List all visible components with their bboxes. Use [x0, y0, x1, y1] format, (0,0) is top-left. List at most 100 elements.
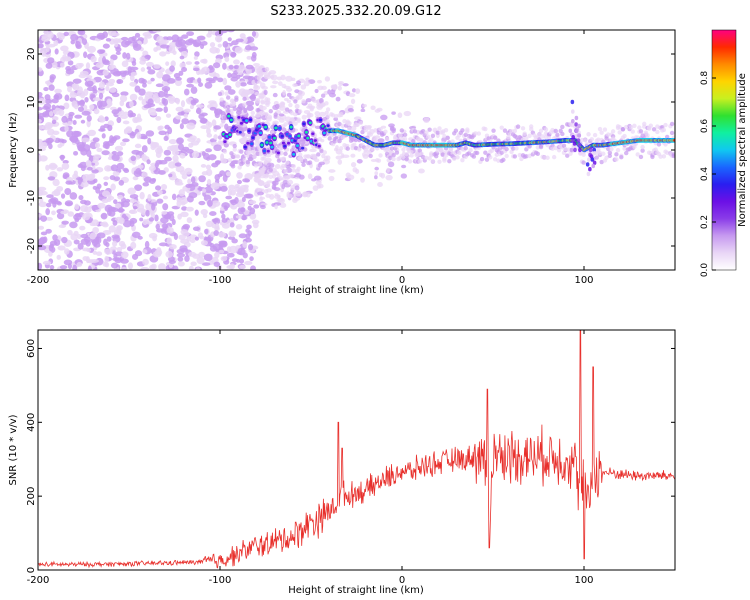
spectrogram-cell: [190, 86, 198, 94]
spectrogram-cell: [39, 197, 44, 203]
spectrogram-cell: [73, 170, 78, 177]
spectrogram-cell: [166, 77, 176, 84]
spectrogram-cell: [591, 163, 596, 169]
spectrogram-cell: [294, 185, 300, 191]
spectrogram-cell: [250, 94, 256, 102]
spectrogram-cell: [213, 134, 218, 140]
spectrogram-cell: [146, 66, 152, 70]
spectrogram-cell: [284, 116, 292, 123]
spectrogram-cell: [244, 260, 253, 266]
spectrogram-cell: [185, 206, 194, 212]
spectrogram-cell: [305, 77, 310, 82]
snr-y-tick-label: 200: [26, 487, 37, 506]
spectrogram-cell: [132, 176, 139, 181]
spectrogram-cell: [360, 177, 365, 183]
spectrogram-cell: [294, 103, 300, 109]
spectrogram-cell: [355, 122, 360, 127]
spectrogram-cell: [52, 178, 60, 187]
spectrogram-cell: [179, 152, 186, 159]
spectrogram-cell: [285, 75, 293, 82]
snr-x-tick-label: 100: [574, 575, 593, 586]
spectrogram-cell: [239, 264, 246, 270]
spectrogram-cell: [296, 80, 301, 85]
spectrogram-cell: [259, 104, 264, 110]
spectrogram-cell: [44, 94, 51, 101]
spectrogram-cell: [520, 126, 526, 131]
spectrogram-cell: [77, 106, 84, 112]
spectrogram-cell: [298, 152, 303, 158]
spectrogram-cell: [295, 144, 300, 148]
spectrogram-cell: [181, 118, 189, 125]
spectrogram-cell: [234, 196, 239, 204]
spectrogram-cell: [60, 62, 65, 68]
spectrogram-cell: [435, 130, 441, 135]
spectrogram-cell: [271, 174, 277, 179]
spectrogram-cell: [274, 164, 281, 170]
spectrogram-cell: [92, 137, 100, 143]
spectrogram-cell: [134, 250, 143, 257]
spectrogram-cell: [592, 132, 598, 138]
spectrogram-cell: [238, 64, 245, 72]
spectrogram-cell: [538, 128, 544, 134]
spectrogram-cell: [282, 90, 286, 96]
spectrogram-cell: [328, 175, 335, 181]
spectrogram-cell: [242, 96, 247, 102]
spectrogram-cell: [275, 103, 280, 109]
spectrogram-cell: [189, 239, 196, 244]
spectrogram-cell: [47, 57, 55, 64]
spectrogram-cell: [228, 184, 236, 190]
spectrogram-cell: [196, 257, 205, 265]
spectrogram-cell: [213, 230, 220, 237]
spectrogram-cell: [64, 125, 69, 132]
spectrogram-cell: [229, 102, 234, 108]
spectrogram-cell: [125, 198, 131, 203]
spectrogram-cell: [48, 84, 55, 91]
spectrogram-cell: [374, 171, 379, 176]
spectrogram-cell: [155, 83, 164, 88]
spectrogram-cell: [142, 50, 149, 57]
spectrogram-cell: [576, 138, 581, 143]
spectrogram-cell: [448, 146, 454, 152]
spectrogram-cell: [597, 126, 603, 132]
spectrogram-cell: [198, 251, 206, 258]
spectrogram-cell: [235, 110, 242, 115]
spectrogram-cell: [227, 158, 233, 163]
spectrogram-cell: [283, 151, 288, 157]
spectrogram-cell: [574, 115, 579, 121]
spectrogram-cell: [152, 251, 162, 258]
spectrogram-cell: [75, 139, 80, 145]
spectrogram-cell: [604, 155, 609, 160]
spectrogram-cell: [112, 219, 118, 226]
spectrogram-cell: [337, 121, 342, 127]
spectrogram-cell: [262, 181, 271, 188]
spectrogram-cell: [322, 116, 328, 122]
spectrogram-cell: [178, 189, 185, 197]
spectrogram-cell: [239, 121, 244, 125]
spectrogram-cell: [217, 43, 222, 48]
spectrogram-cell: [165, 113, 172, 118]
spectrogram-cell: [264, 173, 270, 178]
spectrogram-cell: [347, 126, 352, 132]
spectrogram-cell: [98, 128, 106, 132]
spectrogram-cell: [260, 204, 266, 210]
spectrogram-cell: [235, 154, 241, 159]
spectrogram-cell: [209, 242, 215, 248]
spectrogram-x-axis: -200 -100 0 100: [27, 30, 594, 286]
spectrogram-cell: [609, 146, 614, 152]
spectrogram-cell: [290, 184, 296, 191]
spectrogram-cell: [229, 263, 235, 270]
spectrogram-cell: [108, 78, 116, 84]
spectrogram-cell: [61, 162, 70, 170]
spectrogram-cell: [297, 134, 301, 138]
figure-title: S233.2025.332.20.09.G12: [270, 4, 441, 19]
spectrogram-cell: [163, 88, 168, 96]
spectrogram-cell: [229, 151, 234, 156]
spectrogram-cell: [185, 39, 194, 46]
spectrogram-cell: [160, 44, 169, 49]
spectrogram-cell: [134, 85, 141, 93]
spectrogram-cell: [337, 159, 343, 165]
spectrogram-cell: [75, 40, 81, 48]
spectrogram-cell: [317, 136, 323, 142]
spectrogram-cell: [255, 151, 260, 156]
